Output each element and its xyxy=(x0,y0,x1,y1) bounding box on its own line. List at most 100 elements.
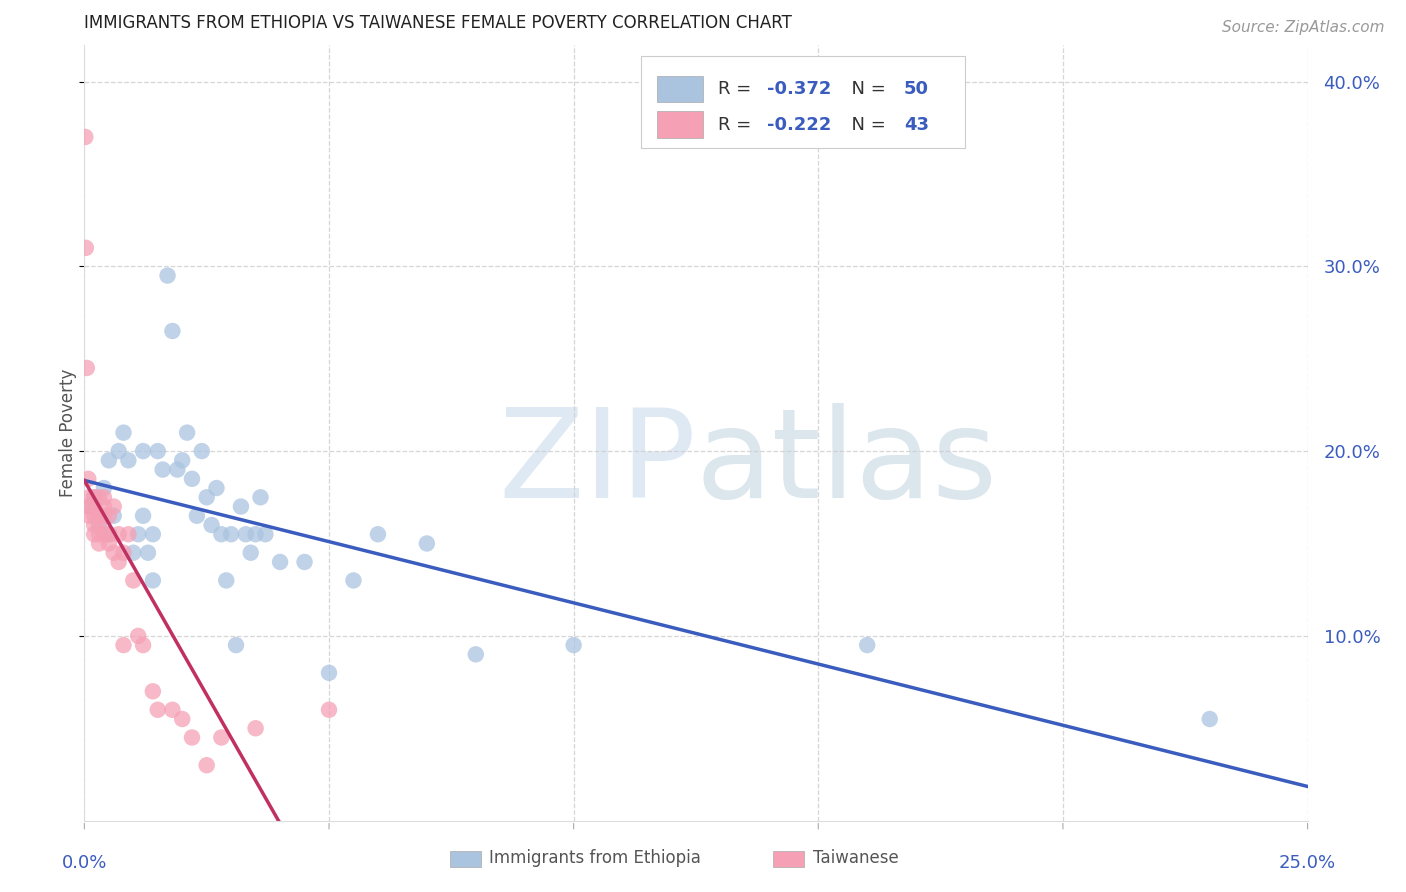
Point xyxy=(103,508,125,523)
Text: -0.222: -0.222 xyxy=(766,116,831,134)
Point xyxy=(122,546,145,560)
Point xyxy=(318,703,340,717)
Point xyxy=(83,508,105,523)
Text: 25.0%: 25.0% xyxy=(1279,854,1336,871)
Point xyxy=(318,665,340,680)
Point xyxy=(200,518,222,533)
Point xyxy=(93,500,115,514)
Point xyxy=(245,721,267,735)
Point xyxy=(219,527,242,541)
Text: 0.0%: 0.0% xyxy=(62,854,107,871)
Point xyxy=(97,453,120,467)
FancyBboxPatch shape xyxy=(657,112,703,137)
Point xyxy=(132,444,155,458)
Point xyxy=(191,444,214,458)
Point xyxy=(205,481,228,495)
Point xyxy=(117,527,139,541)
Point xyxy=(342,574,364,588)
Point xyxy=(225,638,247,652)
Point xyxy=(156,268,179,283)
Point xyxy=(254,527,277,541)
Text: atlas: atlas xyxy=(696,403,998,524)
Point xyxy=(83,500,105,514)
Point xyxy=(112,546,135,560)
Point xyxy=(75,130,97,145)
Point xyxy=(87,518,110,533)
Point xyxy=(181,731,204,745)
Point xyxy=(77,472,100,486)
Point xyxy=(132,508,155,523)
Point xyxy=(172,453,194,467)
Point xyxy=(176,425,198,440)
Point xyxy=(87,518,110,533)
Point xyxy=(162,324,184,338)
Point xyxy=(76,361,98,376)
Point xyxy=(97,527,120,541)
Point xyxy=(103,546,125,560)
Point xyxy=(464,648,486,662)
Point xyxy=(77,508,100,523)
Point xyxy=(83,491,105,505)
Text: Source: ZipAtlas.com: Source: ZipAtlas.com xyxy=(1222,20,1385,35)
Text: -0.372: -0.372 xyxy=(766,80,831,98)
Point xyxy=(107,444,129,458)
FancyBboxPatch shape xyxy=(641,56,965,148)
Text: R =: R = xyxy=(718,80,756,98)
Point xyxy=(142,684,165,698)
Point xyxy=(294,555,316,569)
Point xyxy=(83,518,105,533)
Text: N =: N = xyxy=(841,116,891,134)
Point xyxy=(136,546,159,560)
Point xyxy=(215,574,238,588)
Point xyxy=(87,508,110,523)
Point xyxy=(127,527,149,541)
Point xyxy=(146,703,169,717)
Y-axis label: Female Poverty: Female Poverty xyxy=(59,368,77,497)
Text: Immigrants from Ethiopia: Immigrants from Ethiopia xyxy=(489,849,702,867)
Point xyxy=(112,425,135,440)
Point xyxy=(122,574,145,588)
Point xyxy=(93,527,115,541)
Point xyxy=(152,462,174,476)
Text: N =: N = xyxy=(841,80,891,98)
Point xyxy=(117,453,139,467)
Point xyxy=(107,527,129,541)
Point xyxy=(229,500,252,514)
Point xyxy=(146,444,169,458)
Text: Taiwanese: Taiwanese xyxy=(813,849,898,867)
Point xyxy=(235,527,257,541)
Point xyxy=(83,491,105,505)
Point xyxy=(87,491,110,505)
FancyBboxPatch shape xyxy=(657,76,703,102)
Point xyxy=(83,527,105,541)
Text: IMMIGRANTS FROM ETHIOPIA VS TAIWANESE FEMALE POVERTY CORRELATION CHART: IMMIGRANTS FROM ETHIOPIA VS TAIWANESE FE… xyxy=(84,14,792,32)
Point xyxy=(367,527,389,541)
Point xyxy=(97,508,120,523)
Point xyxy=(239,546,262,560)
Point xyxy=(107,555,129,569)
Point xyxy=(209,527,232,541)
Point xyxy=(562,638,585,652)
Point xyxy=(142,574,165,588)
Text: 43: 43 xyxy=(904,116,929,134)
Point xyxy=(93,491,115,505)
Point xyxy=(93,508,115,523)
Point xyxy=(87,536,110,550)
Point xyxy=(209,731,232,745)
Point xyxy=(112,638,135,652)
Point xyxy=(132,638,155,652)
Point xyxy=(103,500,125,514)
Text: 50: 50 xyxy=(904,80,929,98)
Point xyxy=(172,712,194,726)
Point xyxy=(97,527,120,541)
Point xyxy=(77,491,100,505)
Point xyxy=(77,500,100,514)
Text: R =: R = xyxy=(718,116,756,134)
Point xyxy=(249,491,271,505)
Point xyxy=(75,241,97,255)
Point xyxy=(142,527,165,541)
Point xyxy=(93,481,115,495)
Text: ZIP: ZIP xyxy=(498,403,696,524)
Point xyxy=(195,758,218,772)
Point xyxy=(166,462,188,476)
